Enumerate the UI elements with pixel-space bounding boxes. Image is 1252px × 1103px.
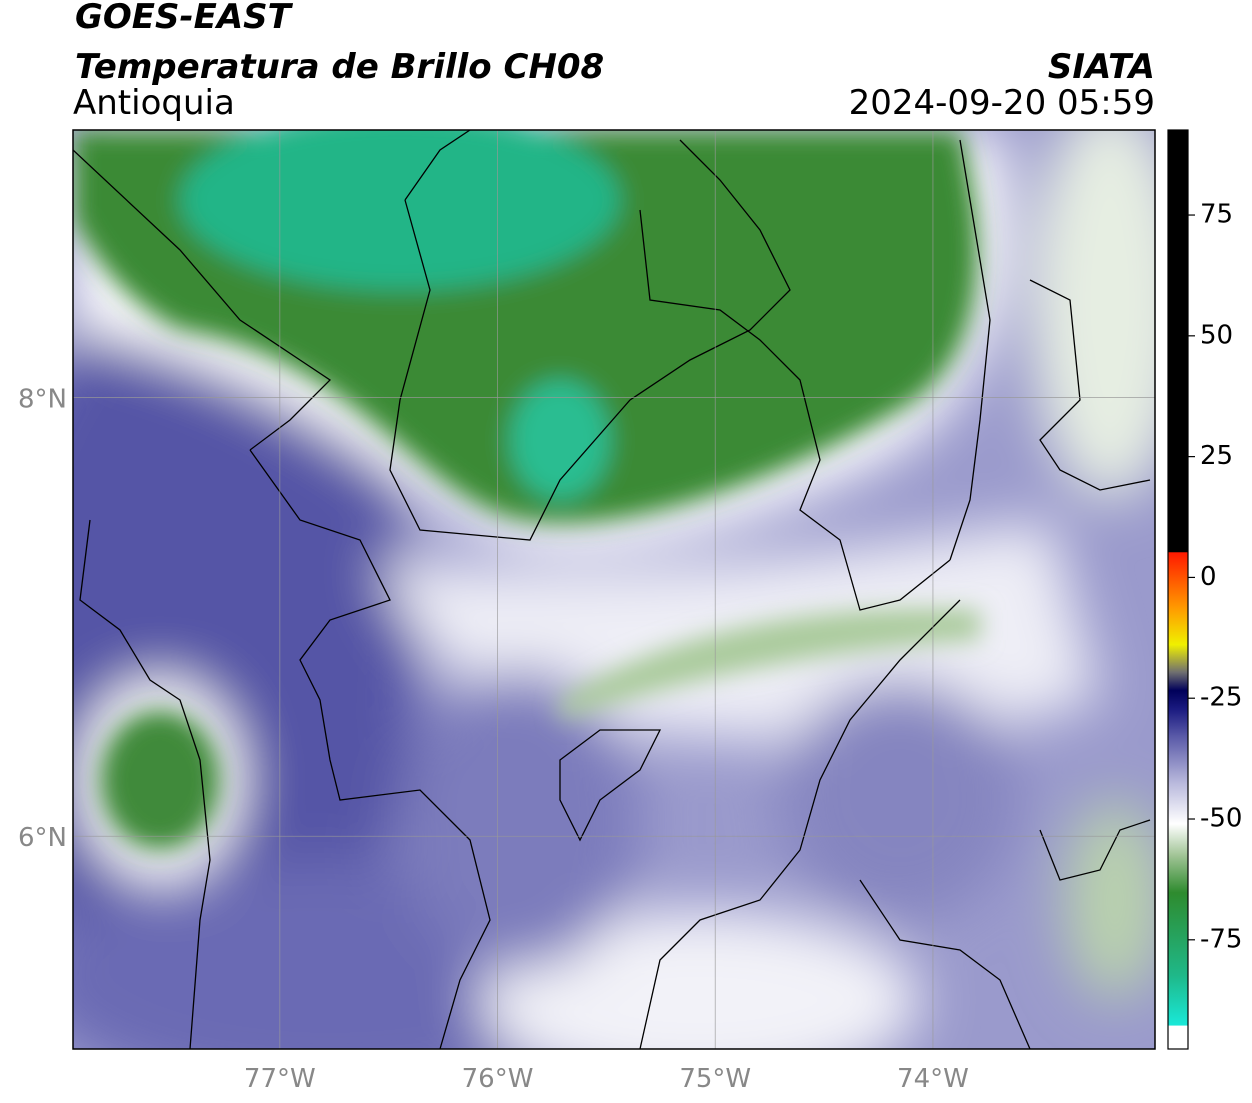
y-tick-label: 8°N bbox=[18, 385, 67, 415]
x-tick-label: 76°W bbox=[462, 1064, 534, 1094]
colorbar bbox=[1167, 129, 1189, 1050]
region: Antioquia bbox=[73, 83, 235, 123]
product-title: Temperatura de Brillo CH08 bbox=[75, 47, 604, 87]
colorbar-tick-label: -25 bbox=[1200, 683, 1242, 713]
colorbar-tick-label: 25 bbox=[1200, 441, 1233, 471]
borders bbox=[73, 130, 1151, 1049]
x-tick-label: 77°W bbox=[244, 1064, 316, 1094]
map-imagery bbox=[73, 130, 1155, 1049]
colorbar-tick-label: -50 bbox=[1200, 804, 1242, 834]
agency: SIATA bbox=[1048, 47, 1155, 87]
y-tick-label: 6°N bbox=[18, 823, 67, 853]
x-tick-label: 75°W bbox=[679, 1064, 751, 1094]
x-tick-label: 74°W bbox=[897, 1064, 969, 1094]
colorbar-tick-label: 75 bbox=[1200, 200, 1233, 230]
datetime: 2024-09-20 05:59 bbox=[849, 83, 1155, 123]
colorbar-tick-label: 50 bbox=[1200, 320, 1233, 350]
map-frame bbox=[72, 129, 1156, 1050]
colorbar-tick-label: -75 bbox=[1200, 924, 1242, 954]
colorbar-ticks: 75 50 25 0 -25 -50 -75 bbox=[1188, 200, 1242, 954]
colorbar-tick-label: 0 bbox=[1200, 562, 1217, 592]
gridlines bbox=[73, 130, 1155, 1049]
source-title: GOES-EAST bbox=[75, 0, 294, 37]
